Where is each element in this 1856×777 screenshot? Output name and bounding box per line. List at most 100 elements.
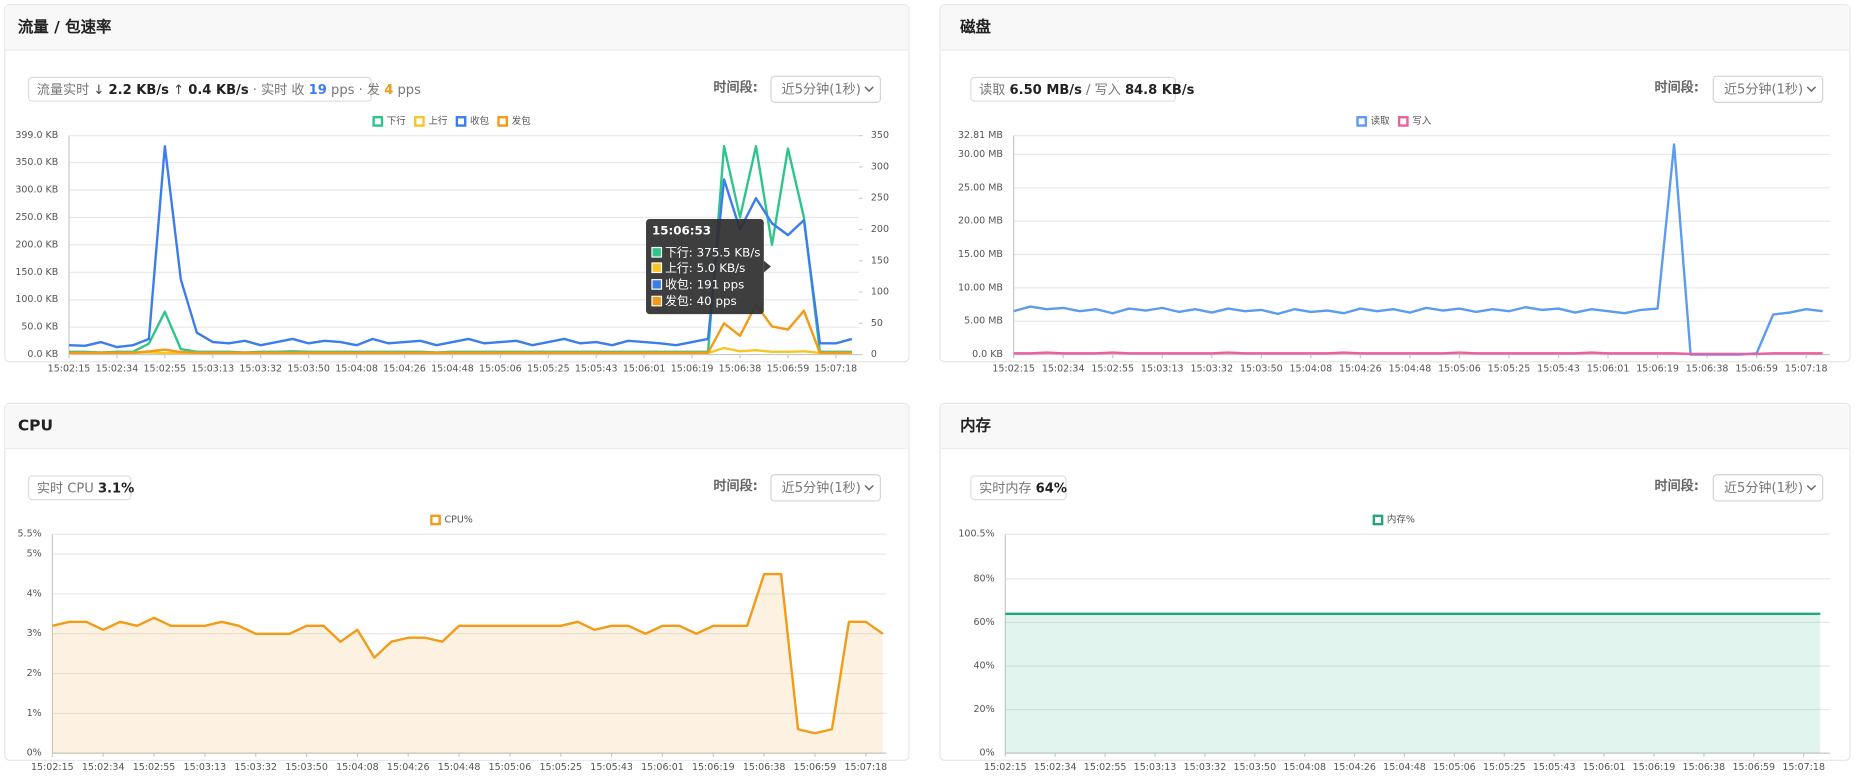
- x-tick-label: 15:02:55: [1091, 363, 1134, 374]
- x-tick-label: 15:07:18: [1785, 363, 1828, 374]
- legend-label: 上行: [428, 115, 448, 127]
- time-label: 时间段:: [713, 477, 757, 494]
- legend-swatch: [1397, 116, 1409, 127]
- y2-tick-label: 100: [871, 287, 889, 298]
- y-tick-label: 0%: [980, 748, 995, 759]
- y-tick-label: 50.0 KB: [21, 322, 58, 333]
- x-tick-label: 15:05:25: [1483, 762, 1526, 773]
- badge-part: 19: [309, 82, 327, 97]
- select-box[interactable]: [1712, 75, 1824, 103]
- series-line: [1013, 351, 1823, 356]
- select-value[interactable]: 近5分钟(1秒): [782, 479, 861, 496]
- x-tick-label: 15:07:18: [815, 363, 858, 374]
- badge-part: 2.2 KB/s: [109, 82, 170, 97]
- badge-part: ↑: [173, 82, 184, 97]
- y2-tick-label: 150: [871, 255, 889, 266]
- tooltip-item: 上行: 5.0 KB/s: [665, 261, 745, 275]
- legend: 内存%: [1372, 513, 1415, 525]
- x-tick-label: 15:05:25: [1488, 363, 1531, 374]
- badge-box: [970, 76, 1177, 102]
- x-tick-label: 15:03:50: [285, 762, 328, 773]
- badge-box: [27, 475, 132, 501]
- y-tick-label: 80%: [974, 573, 995, 584]
- y-tick-label: 200.0 KB: [15, 239, 58, 250]
- x-tick-label: 15:02:34: [1034, 762, 1077, 773]
- y-tick-label: 5.00 MB: [964, 316, 1003, 327]
- tooltip-item: 下行: 375.5 KB/s: [665, 245, 760, 259]
- select-value[interactable]: 近5分钟(1秒): [1724, 80, 1803, 97]
- tooltip-box: [646, 218, 764, 315]
- chart: 0.0 KB 5.00 MB 10.00 MB 15.00 MB 20.00 MB 25.…: [958, 115, 1830, 374]
- x-tick-label: 15:06:59: [1732, 762, 1775, 773]
- x-tick-label: 15:06:19: [692, 762, 735, 773]
- x-tick-label: 15:03:50: [1233, 762, 1276, 773]
- x-tick-label: 15:02:34: [82, 762, 125, 773]
- select-box[interactable]: [770, 75, 882, 103]
- x-tick-label: 15:05:25: [539, 762, 582, 773]
- time-select[interactable]: 近5分钟(1秒): [1712, 75, 1824, 103]
- y-tick-label: 5%: [27, 549, 42, 560]
- chevron[interactable]: [1806, 484, 1817, 491]
- select-box[interactable]: [770, 474, 882, 502]
- x-tick-label: 15:04:48: [431, 363, 474, 374]
- badge-part: 3.1%: [98, 481, 134, 496]
- x-tick-label: 15:04:26: [387, 762, 430, 773]
- time-select[interactable]: 近5分钟(1秒): [1712, 474, 1824, 502]
- x-tick-label: 15:06:19: [671, 363, 714, 374]
- time-select[interactable]: 近5分钟(1秒): [770, 474, 882, 502]
- y-tick-label: 150.0 KB: [15, 267, 58, 278]
- x-tick-label: 15:05:25: [527, 363, 570, 374]
- x-tick-label: 15:02:34: [1042, 363, 1085, 374]
- chevron[interactable]: [1806, 86, 1817, 93]
- x-tick-label: 15:05:43: [575, 363, 618, 374]
- series-line: [52, 572, 884, 735]
- x-tick-label: 15:06:19: [1636, 363, 1679, 374]
- select-value[interactable]: 近5分钟(1秒): [782, 80, 861, 97]
- panel-title: 内存: [960, 415, 991, 434]
- panel: [939, 402, 1851, 761]
- select-box[interactable]: [1712, 474, 1824, 502]
- x-tick-label: 15:04:08: [336, 762, 379, 773]
- legend-swatch: [372, 116, 384, 127]
- panel-header: [5, 404, 908, 449]
- y-tick-label: 399.0 KB: [15, 130, 58, 141]
- tooltip-item: 收包: 191 pps: [665, 277, 744, 291]
- chart: 0% 20% 40% 60% 80% 100.5% 15:02:15 15:02:34 15:0…: [958, 513, 1830, 773]
- x-tick-label: 15:07:18: [1782, 762, 1825, 773]
- panel: [939, 4, 1851, 363]
- badge-part: 64%: [1036, 481, 1067, 496]
- y2-tick-label: 250: [871, 193, 889, 204]
- panel-headers: [5, 5, 1849, 449]
- time-label: 时间段:: [1654, 79, 1698, 96]
- legend-label: 读取: [1371, 115, 1391, 127]
- time-select[interactable]: 近5分钟(1秒): [770, 75, 882, 103]
- panel-title: CPU: [18, 416, 53, 434]
- y-tick-label: 1%: [27, 708, 42, 719]
- chart: 0.0 KB 50.0 KB 100.0 KB 150.0 KB 200.0 KB 250…: [15, 115, 889, 374]
- y-tick-label: 250.0 KB: [15, 212, 58, 223]
- x-tick-label: 15:05:06: [1433, 762, 1476, 773]
- area: [1005, 613, 1821, 754]
- chevron[interactable]: [864, 86, 874, 93]
- x-tick-label: 15:06:01: [1583, 762, 1626, 773]
- chevron[interactable]: [864, 484, 874, 491]
- panel-header: [941, 5, 1849, 51]
- tooltip-swatch: [651, 295, 663, 307]
- area: [52, 574, 883, 754]
- y2-tick-label: 0: [871, 349, 877, 360]
- tooltip-title: 15:06:53: [652, 223, 711, 237]
- y-tick-label: 32.81 MB: [958, 130, 1003, 141]
- y-tick-label: 0.0 KB: [972, 349, 1003, 360]
- chart: 0% 1% 2% 3% 4% 5% 5.5% 15:02:15 15:02:34 15:02:55…: [18, 514, 888, 772]
- panel-title: 流量 / 包速率: [18, 17, 112, 36]
- x-tick-label: 15:04:26: [1333, 762, 1376, 773]
- y-tick-label: 0.0 KB: [27, 349, 58, 360]
- x-tick-label: 15:04:48: [1383, 762, 1426, 773]
- select-value[interactable]: 近5分钟(1秒): [1724, 479, 1803, 496]
- panel-header: [941, 404, 1849, 449]
- badge-part: · 实时 收: [253, 81, 305, 97]
- x-tick-label: 15:06:01: [641, 762, 684, 773]
- x-tick-label: 15:03:32: [234, 762, 277, 773]
- x-tick-label: 15:03:32: [1184, 762, 1227, 773]
